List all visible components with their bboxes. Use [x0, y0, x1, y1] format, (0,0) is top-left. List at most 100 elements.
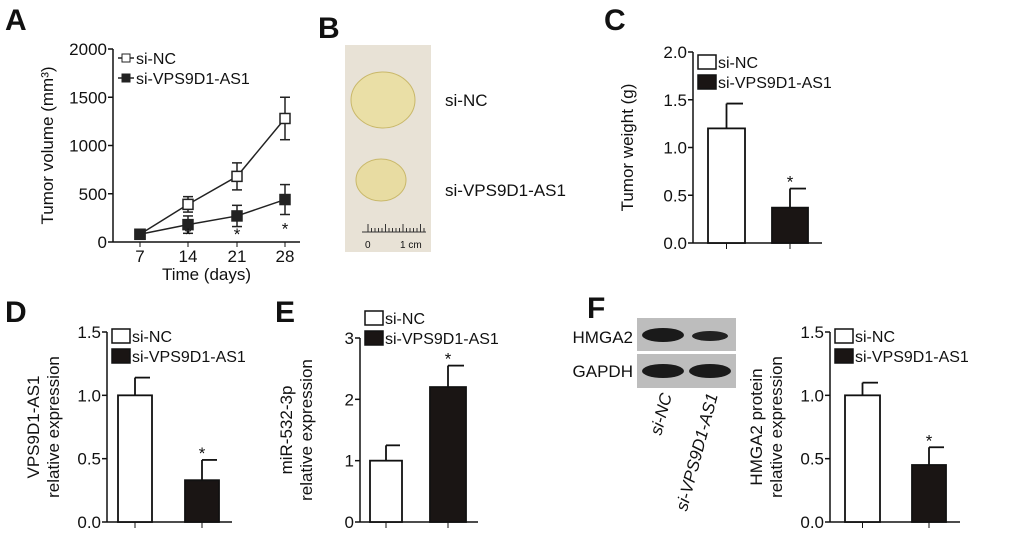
bar-si-nc [844, 394, 881, 523]
western-blot: HMGA2 GAPDH si-NC si-VPS9D1-AS1 [573, 318, 736, 513]
x-tick-label: 21 [228, 247, 247, 266]
band [642, 364, 684, 378]
y-tick-label: 0.0 [77, 513, 101, 532]
photo-label-si-nc: si-NC [445, 91, 488, 110]
legend-swatch [834, 348, 854, 364]
y-tick-label: 2.0 [663, 43, 687, 62]
series-line [139, 118, 286, 235]
tumor-si-nc [350, 71, 416, 129]
y-tick-label: 2000 [69, 40, 107, 59]
legend-label: si-NC [132, 329, 172, 346]
significance-asterisk: * [282, 219, 289, 238]
y-tick-label: 0.0 [663, 234, 687, 253]
legend-label: si-NC [136, 51, 176, 68]
bar-si-vps9d1-as1 [429, 386, 467, 523]
ruler-label-1cm: 1 cm [400, 240, 422, 251]
significance-asterisk: * [234, 225, 241, 244]
data-point [279, 112, 291, 125]
legend-label: si-NC [855, 329, 895, 346]
panel-label-d: D [5, 296, 27, 329]
lane-label-si-vps9d1-as1: si-VPS9D1-AS1 [672, 391, 722, 513]
chart-panel-c: 0.0 0.5 1.0 1.5 2.0 Tumor weight (g) si-NC * si-… [618, 43, 832, 253]
y-tick-label: 500 [79, 185, 107, 204]
x-tick-label: 14 [179, 247, 198, 266]
chart-panel-d: 0.0 0.5 1.0 1.5 VPS9D1-AS1 relative expressio… [24, 323, 246, 532]
ruler-ticks [367, 224, 425, 232]
legend-marker [121, 53, 131, 63]
legend-label: si-VPS9D1-AS1 [718, 75, 832, 92]
lane-label-si-nc: si-NC [647, 390, 677, 437]
band [642, 328, 684, 342]
photo-label-si-vps9d1-as1: si-VPS9D1-AS1 [445, 181, 566, 200]
x-tick-label: 7 [135, 247, 144, 266]
ruler-label-0: 0 [365, 240, 371, 251]
chart-panel-e: 0 1 2 3 miR-532-3p relative expression si-NC * s… [277, 310, 499, 532]
significance-asterisk: * [445, 350, 452, 369]
y-axis-label: VPS9D1-AS1 [24, 376, 43, 479]
y-tick-label: 1 [345, 452, 354, 471]
y-tick-label: 1.0 [663, 139, 687, 158]
bar-si-nc [707, 127, 746, 244]
legend-swatch [697, 54, 717, 70]
data-point [182, 218, 194, 231]
panel-label-b: B [318, 12, 340, 45]
legend-label: si-NC [718, 55, 758, 72]
x-tick-label: 28 [276, 247, 295, 266]
y-axis-label: Tumor volume (mm³) [38, 66, 57, 224]
data-point [231, 210, 243, 222]
y-tick-label: 0 [98, 233, 107, 252]
y-tick-label: 0.5 [800, 450, 824, 469]
data-point [279, 193, 291, 206]
chart-panel-a: 0 500 1000 1500 2000 Tumor volume (mm³) 7 14 21 2… [38, 40, 300, 284]
legend-swatch [697, 74, 717, 90]
band [692, 331, 728, 341]
y-axis-label: Tumor weight (g) [618, 84, 637, 212]
y-tick-label: 1.0 [77, 386, 101, 405]
significance-asterisk: * [199, 444, 206, 463]
legend-label: si-VPS9D1-AS1 [132, 349, 246, 366]
legend-label: si-VPS9D1-AS1 [855, 349, 969, 366]
significance-asterisk: * [185, 225, 192, 244]
tumor-photo: 0 1 cm [345, 45, 431, 252]
legend-swatch [834, 328, 854, 344]
legend-swatch [364, 330, 384, 346]
data-point [134, 228, 146, 241]
legend-swatch [364, 310, 384, 326]
panel-label-a: A [5, 4, 27, 37]
legend-label: si-VPS9D1-AS1 [136, 71, 250, 88]
chart-panel-f: 0.0 0.5 1.0 1.5 HMGA2 protein relative expres… [747, 323, 969, 532]
data-point [182, 198, 194, 211]
bar-si-nc [117, 394, 153, 523]
y-axis-label: relative expression [767, 356, 786, 498]
blot-label-gapdh: GAPDH [573, 362, 633, 381]
band [689, 364, 731, 378]
data-point [231, 170, 243, 183]
y-tick-label: 2 [345, 390, 354, 409]
y-tick-label: 0.5 [663, 186, 687, 205]
y-tick-label: 0 [345, 513, 354, 532]
y-tick-label: 1000 [69, 137, 107, 156]
y-axis-label: relative expression [44, 356, 63, 498]
significance-asterisk: * [926, 431, 933, 450]
panel-label-f: F [587, 292, 605, 325]
y-axis-label: HMGA2 protein [747, 368, 766, 485]
y-tick-label: 1.5 [800, 323, 824, 342]
y-tick-label: 0.5 [77, 450, 101, 469]
y-tick-label: 3 [345, 329, 354, 348]
panel-label-c: C [604, 4, 626, 37]
legend-marker [121, 73, 131, 83]
blot-label-hmga2: HMGA2 [573, 328, 633, 347]
tumor-si-vps9d1-as1 [355, 158, 407, 202]
series-line [139, 198, 286, 236]
panel-label-e: E [275, 296, 295, 329]
legend-label: si-NC [385, 311, 425, 328]
significance-asterisk: * [787, 173, 794, 192]
legend-swatch [111, 328, 131, 344]
y-tick-label: 1.5 [663, 91, 687, 110]
bar-si-vps9d1-as1 [911, 464, 947, 523]
bar-si-nc [369, 459, 403, 523]
bar-si-vps9d1-as1 [771, 206, 809, 244]
y-tick-label: 0.0 [800, 513, 824, 532]
